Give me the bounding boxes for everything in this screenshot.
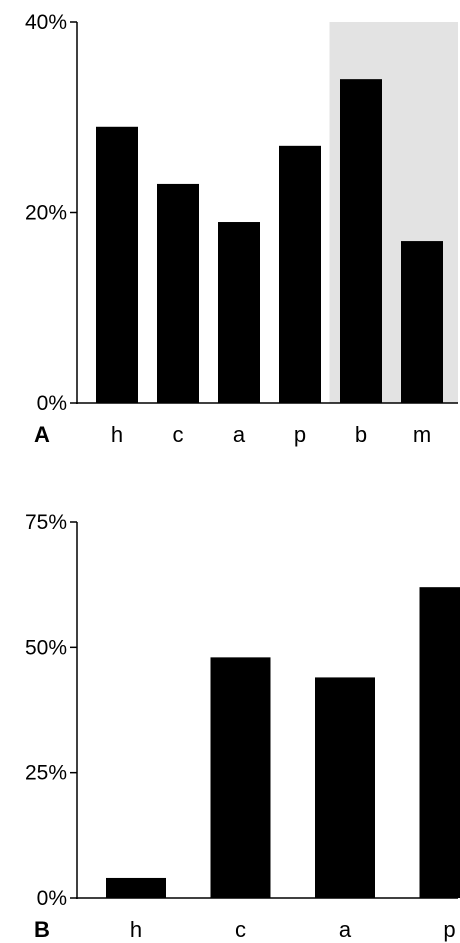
y-tick-label: 0% <box>37 392 67 415</box>
panel-label: A <box>34 422 50 447</box>
panel-b-chart: 0% 25% 50% 75% h c a p B <box>25 511 460 942</box>
x-tick-label-h: h <box>111 422 123 447</box>
y-tick-label: 25% <box>25 762 67 785</box>
y-tick-label: 20% <box>25 202 67 225</box>
y-tick-label: 75% <box>25 511 67 534</box>
y-tick-label: 40% <box>25 11 67 34</box>
panel-label: B <box>34 917 50 942</box>
x-tick-label-h: h <box>130 917 142 942</box>
bar-c <box>210 657 271 898</box>
panel-a-chart: 0% 20% 40% h c a p b m A <box>25 11 458 447</box>
bar-h <box>96 126 138 404</box>
bar-p <box>419 587 460 898</box>
x-tick-label-a: a <box>233 422 246 447</box>
y-tick-label: 50% <box>25 636 67 659</box>
x-tick-label-a: a <box>339 917 352 942</box>
y-tick-label: 0% <box>37 887 67 910</box>
x-tick-label-c: c <box>235 917 246 942</box>
x-tick-label-b: b <box>355 422 367 447</box>
bar-p <box>279 145 321 403</box>
bar-b <box>340 79 382 404</box>
bar-a <box>315 677 375 898</box>
x-tick-label-m: m <box>413 422 431 447</box>
x-tick-label-p: p <box>443 917 455 942</box>
bar-m <box>401 241 443 403</box>
x-tick-label-c: c <box>173 422 184 447</box>
bar-h <box>106 877 166 898</box>
x-tick-label-p: p <box>294 422 306 447</box>
bar-c <box>157 183 199 403</box>
bar-a <box>218 222 260 403</box>
